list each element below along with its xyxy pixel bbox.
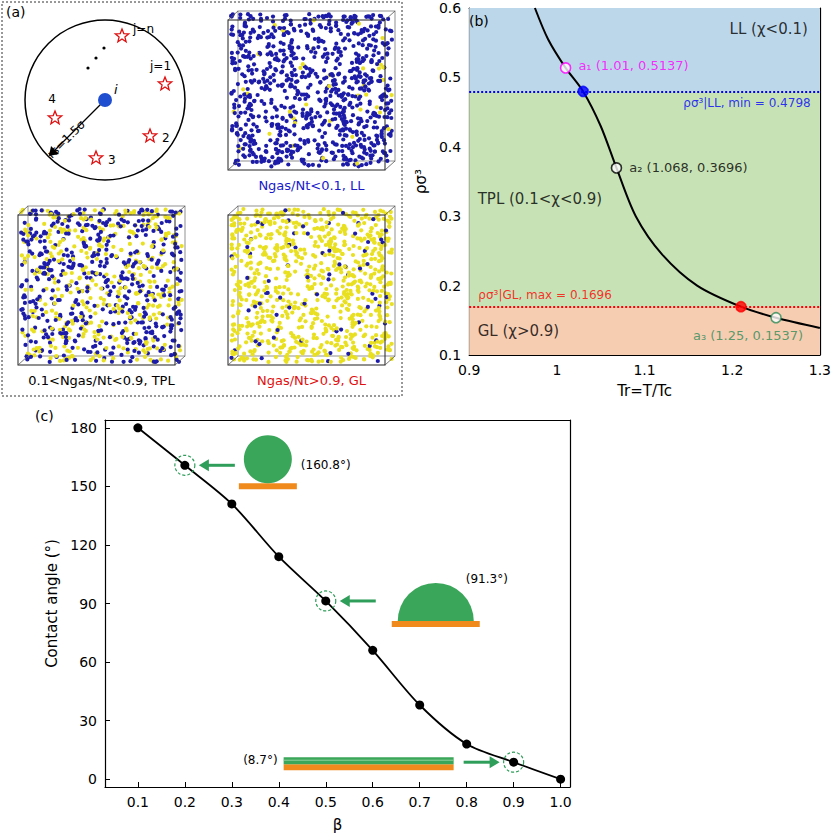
svg-text:ρσ³|LL, min = 0.4798: ρσ³|LL, min = 0.4798 (683, 96, 810, 110)
svg-text:1.2: 1.2 (721, 362, 743, 378)
svg-text:a₁ (1.01, 0.5137): a₁ (1.01, 0.5137) (578, 58, 688, 73)
svg-text:0.4: 0.4 (268, 794, 290, 810)
svg-text:0.6: 0.6 (439, 0, 461, 16)
svg-text:i: i (114, 82, 118, 97)
svg-text:GL (χ>0.9): GL (χ>0.9) (478, 322, 560, 340)
svg-text:30: 30 (79, 713, 97, 729)
svg-text:TPL (0.1<χ<0.9): TPL (0.1<χ<0.9) (477, 190, 603, 208)
svg-text:1.0: 1.0 (549, 794, 571, 810)
svg-text:0.5: 0.5 (439, 69, 461, 85)
svg-text:Tr=T/Tc: Tr=T/Tc (616, 382, 672, 400)
svg-text:Ngas/Nt>0.9, GL: Ngas/Nt>0.9, GL (257, 373, 367, 388)
svg-text:0.4: 0.4 (439, 139, 461, 155)
svg-text:0.5: 0.5 (315, 794, 337, 810)
svg-text:(b): (b) (469, 13, 489, 29)
svg-text:1.1: 1.1 (633, 362, 655, 378)
svg-text:rs=1.5σ: rs=1.5σ (44, 117, 88, 161)
svg-text:0.9: 0.9 (458, 362, 480, 378)
svg-text:90: 90 (79, 596, 97, 612)
svg-text:β: β (333, 816, 343, 834)
svg-text:0.1: 0.1 (439, 347, 461, 363)
svg-text:4: 4 (48, 92, 56, 106)
svg-text:a₃ (1.25, 0.1537): a₃ (1.25, 0.1537) (693, 328, 803, 343)
svg-text:1: 1 (552, 362, 561, 378)
svg-text:0.9: 0.9 (503, 794, 525, 810)
svg-text:0.6: 0.6 (362, 794, 384, 810)
svg-text:60: 60 (79, 654, 97, 670)
svg-text:0.1: 0.1 (127, 794, 149, 810)
svg-text:(8.7°): (8.7°) (243, 753, 277, 767)
svg-text:a₂ (1.068, 0.3696): a₂ (1.068, 0.3696) (629, 160, 747, 175)
svg-text:0.2: 0.2 (439, 278, 461, 294)
svg-text:0.2: 0.2 (174, 794, 196, 810)
svg-text:2: 2 (162, 131, 170, 145)
svg-text:LL (χ<0.1): LL (χ<0.1) (730, 20, 808, 38)
svg-text:150: 150 (70, 478, 97, 494)
svg-text:j=1: j=1 (149, 59, 171, 73)
svg-text:180: 180 (70, 420, 97, 436)
svg-text:(a): (a) (6, 4, 26, 20)
svg-text:1.3: 1.3 (809, 362, 831, 378)
svg-text:0: 0 (88, 771, 97, 787)
svg-text:(c): (c) (35, 408, 54, 424)
svg-text:3: 3 (108, 153, 116, 167)
svg-text:(160.8°): (160.8°) (301, 458, 351, 472)
svg-text:j=n: j=n (132, 22, 154, 36)
svg-text:Contact angle (°): Contact angle (°) (43, 539, 61, 668)
svg-text:0.7: 0.7 (409, 794, 431, 810)
svg-text:0.3: 0.3 (439, 208, 461, 224)
svg-text:120: 120 (70, 537, 97, 553)
svg-text:0.3: 0.3 (221, 794, 243, 810)
svg-text:(91.3°): (91.3°) (466, 572, 508, 586)
svg-text:0.1<Ngas/Nt<0.9, TPL: 0.1<Ngas/Nt<0.9, TPL (28, 373, 175, 388)
svg-text:0.8: 0.8 (456, 794, 478, 810)
svg-text:ρσ³|GL, max = 0.1696: ρσ³|GL, max = 0.1696 (478, 288, 612, 302)
svg-text:ρσ³: ρσ³ (412, 169, 430, 194)
svg-text:Ngas/Nt<0.1, LL: Ngas/Nt<0.1, LL (258, 178, 365, 193)
